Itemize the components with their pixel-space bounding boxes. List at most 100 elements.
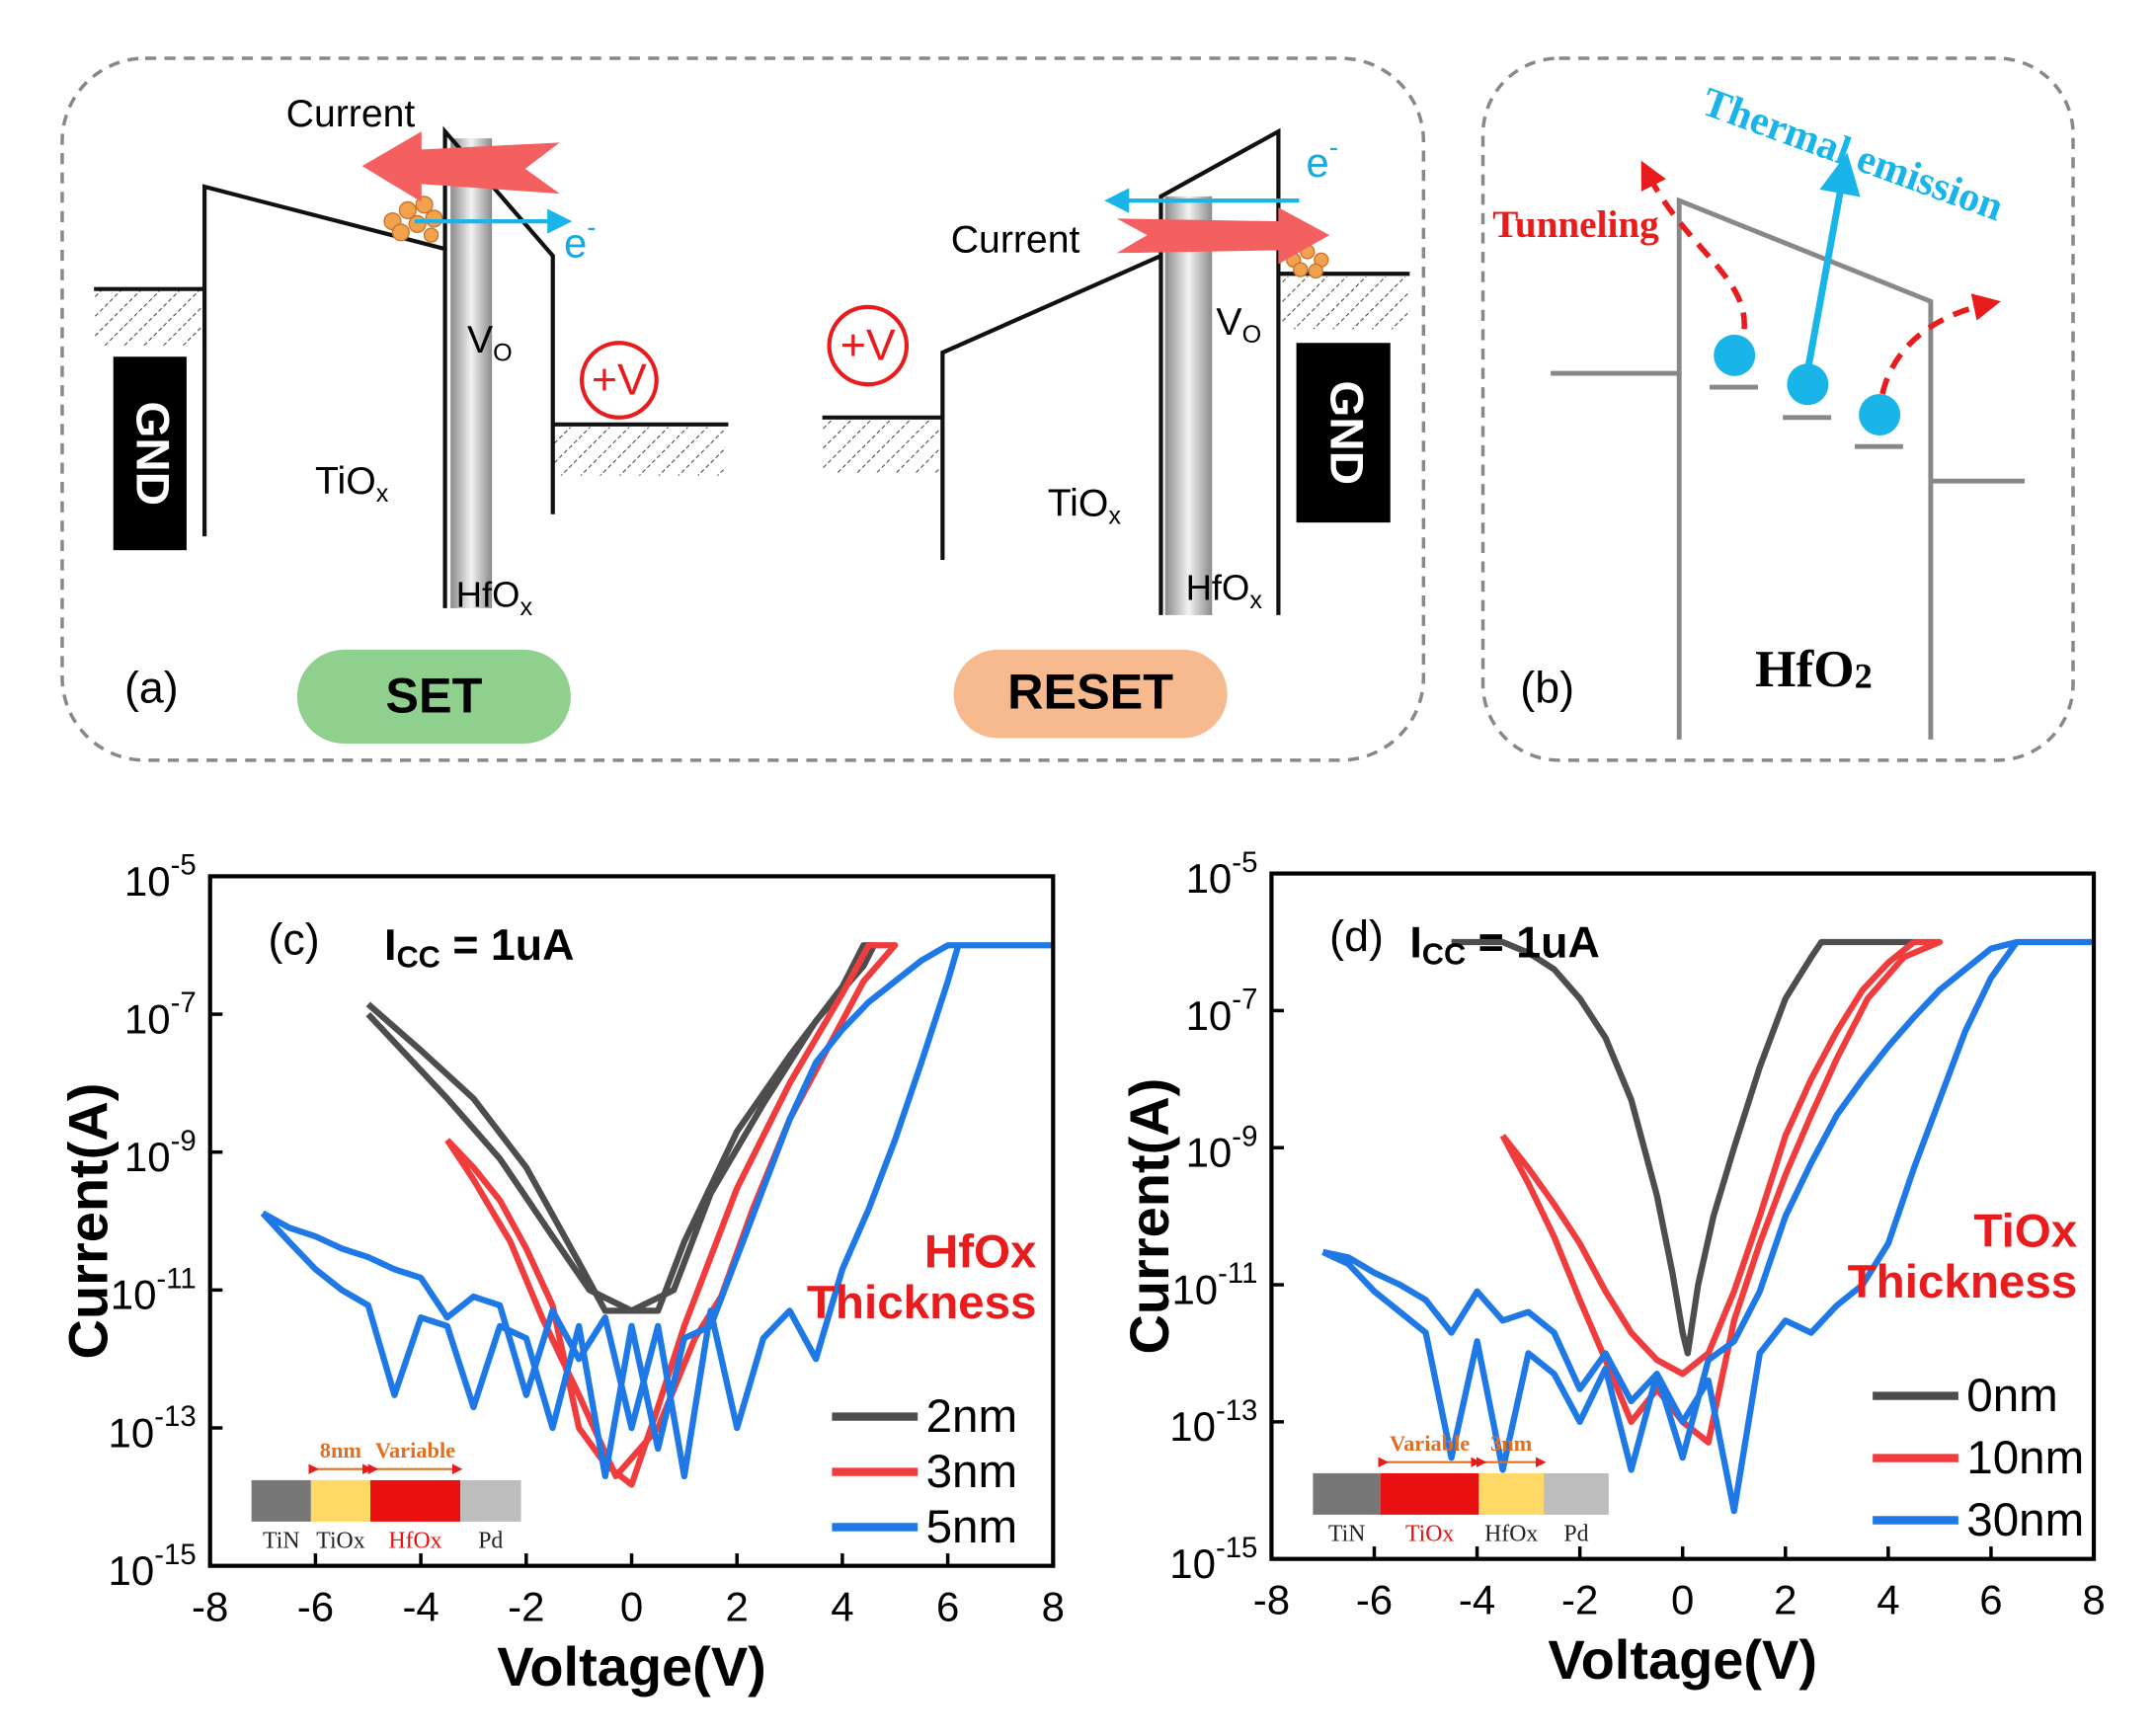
current-arrow: [1116, 207, 1330, 265]
tick-exponent: -5: [171, 848, 197, 881]
tick-base: 10: [1186, 855, 1233, 902]
inset-label: Pd: [478, 1528, 503, 1553]
subscript: O: [493, 339, 513, 366]
tick-base: 10: [109, 1547, 155, 1594]
text: HfO: [1186, 567, 1250, 607]
tick-exponent: -13: [154, 1400, 196, 1433]
tick-base: 10: [1169, 1403, 1216, 1450]
bias-label: +V: [592, 355, 647, 405]
panel-frame: [1480, 56, 2075, 762]
chart: -8 -6 -4 -2 0 2 4 6 810-1510-1310-1110-910-710-5…: [1118, 846, 2105, 1691]
y-tick-label: 10-11: [1171, 1257, 1257, 1313]
series-line: [365, 942, 878, 1314]
x-tick-label: -2: [508, 1584, 544, 1630]
tick-exponent: -9: [171, 1125, 197, 1157]
series-line: [1321, 938, 2095, 1515]
tick-base: 10: [1186, 1130, 1233, 1176]
hatch: [822, 420, 940, 473]
tick-base: 10: [1186, 992, 1233, 1039]
x-tick-label: 2: [726, 1584, 749, 1630]
annotation: ICC = 1uA: [384, 920, 574, 974]
x-tick-label: 2: [1774, 1577, 1797, 1623]
emission-arrow: [1803, 152, 1861, 371]
gnd-box: [1296, 343, 1391, 523]
tick-exponent: -15: [1216, 1532, 1257, 1564]
legend-title: Thickness: [807, 1277, 1037, 1329]
inset-label: HfOx: [388, 1528, 441, 1553]
y-axis-title: Current(A): [1118, 1078, 1180, 1355]
subscript: x: [1108, 502, 1121, 529]
band: [940, 254, 1162, 560]
y-tick-label: 10-7: [1186, 983, 1258, 1039]
electron-label: e-: [564, 212, 597, 266]
y-tick-label: 10-13: [109, 1400, 197, 1457]
inset-label: TiOx: [1405, 1521, 1454, 1546]
series-line: [260, 942, 1054, 1480]
annotation-sub: CC: [1422, 937, 1466, 972]
hfox-label: HfOx: [456, 574, 533, 620]
set-diagram: [94, 125, 729, 608]
x-tick-label: -8: [192, 1584, 228, 1630]
hfox-label: HfOx: [1186, 567, 1263, 613]
panel-label: (b): [1520, 664, 1574, 713]
state-pill: [953, 649, 1228, 739]
inset-dim-label: 3nm: [1490, 1431, 1533, 1456]
bias-circle: [580, 341, 659, 420]
tick-base: 10: [1171, 1267, 1218, 1313]
bias-label: +V: [840, 321, 896, 370]
subscript: O: [1242, 321, 1262, 349]
text: HfO: [1755, 640, 1854, 698]
inset-label: HfOx: [1484, 1521, 1538, 1546]
current-label: Current: [951, 218, 1080, 261]
band-diagram: [1551, 197, 2026, 740]
material-label: HfO2: [1755, 640, 1873, 698]
annotation: ICC = 1uA: [1409, 917, 1599, 971]
inset-dim-label: 8nm: [320, 1438, 362, 1462]
state-label: SET: [385, 668, 482, 724]
y-tick-label: 10-13: [1169, 1394, 1257, 1451]
x-tick-label: -6: [297, 1584, 334, 1630]
tick-exponent: -9: [1232, 1120, 1257, 1152]
inset-layer: [251, 1479, 311, 1522]
y-tick-label: 10-11: [111, 1262, 197, 1318]
tick-exponent: -11: [156, 1262, 196, 1295]
electron-label: e-: [1306, 132, 1338, 186]
annotation-rest: = 1uA: [440, 920, 575, 970]
tick-base: 10: [124, 1134, 171, 1180]
filament: [1164, 196, 1213, 615]
text: TiO: [1048, 483, 1109, 525]
tick-exponent: -7: [1232, 983, 1257, 1015]
subscript: x: [1249, 587, 1262, 614]
inset-label: TiN: [263, 1528, 299, 1553]
tick-exponent: -15: [154, 1539, 196, 1571]
inset-layer: [1313, 1472, 1381, 1515]
superscript: -: [1329, 132, 1338, 163]
x-tick-label: -2: [1561, 1577, 1598, 1623]
tick-exponent: -13: [1216, 1394, 1257, 1427]
text: e: [564, 219, 587, 266]
inset-label: Pd: [1563, 1521, 1588, 1546]
tick-exponent: -11: [1218, 1257, 1257, 1290]
y-tick-label: 10-9: [124, 1125, 197, 1181]
state-pill: [296, 649, 571, 745]
x-tick-label: -4: [402, 1584, 439, 1630]
gnd-box: [113, 356, 187, 551]
current-label: Current: [286, 93, 416, 135]
y-tick-label: 10-15: [109, 1539, 197, 1595]
band: [1158, 127, 1281, 615]
tunneling-label: Tunneling: [1492, 203, 1659, 246]
x-tick-label: 8: [2082, 1577, 2105, 1623]
tick-base: 10: [109, 1410, 155, 1457]
state-label: RESET: [1007, 663, 1173, 719]
inset-layer: [459, 1479, 521, 1522]
plot-area: [1321, 938, 2095, 1515]
annotation-rest: = 1uA: [1466, 917, 1600, 967]
x-tick-label: -8: [1253, 1577, 1290, 1623]
chart: -8 -6 -4 -2 0 2 4 6 810-1510-1310-1110-910-710-5…: [57, 848, 1065, 1697]
panel-label: (a): [124, 664, 179, 713]
plot-area: [260, 942, 1054, 1488]
gnd-label: GND: [1320, 380, 1373, 485]
hatch: [1281, 276, 1410, 330]
